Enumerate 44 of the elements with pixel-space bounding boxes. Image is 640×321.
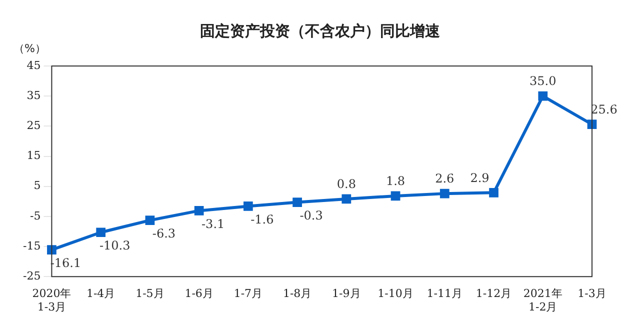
y-tick-label: 5	[34, 179, 41, 192]
x-tick-label: 1-12月	[476, 287, 512, 300]
point	[145, 216, 155, 226]
y-tick-label: -5	[30, 209, 41, 222]
point	[194, 206, 204, 216]
x-tick-label: 1-3月	[578, 287, 606, 300]
point	[292, 198, 302, 207]
point	[440, 188, 450, 198]
y-tick-label: 25	[26, 119, 41, 132]
point	[47, 245, 56, 255]
point	[538, 91, 548, 101]
point	[489, 188, 498, 198]
y-tick-label: -25	[22, 269, 41, 282]
text: 0.8	[336, 177, 356, 192]
x-tick-label: 2021年 1-2月	[523, 287, 562, 314]
chart-title: 固定资产投资（不含农户）同比增速	[200, 22, 440, 40]
x-tick-label: 1-6月	[184, 287, 214, 300]
text: -10.3	[99, 238, 130, 252]
point	[96, 228, 106, 238]
x-tick-label: 1-4月	[86, 287, 116, 300]
y-axis-title: （%）	[13, 42, 46, 55]
x-tick-label: 2020年 1-3月	[32, 287, 72, 314]
x-tick-label: 1-11月	[426, 287, 463, 300]
y-tick-label: 35	[26, 88, 41, 102]
point	[587, 120, 597, 130]
point	[390, 191, 400, 201]
x-tick-label: 1-7月	[234, 287, 263, 300]
text: -1.6	[250, 212, 274, 226]
text: 35.0	[530, 74, 556, 88]
text: -0.3	[300, 208, 323, 222]
text: 2.6	[435, 172, 454, 186]
x-tick-label: 1-5月	[136, 287, 164, 300]
text: 2.9	[470, 170, 490, 185]
text: 1.8	[386, 174, 406, 188]
y-tick-label: 45	[26, 58, 41, 72]
x-tick-label: 1-10月	[378, 287, 414, 300]
y-tick-label: 15	[26, 149, 41, 162]
x-tick-label: 1-9月	[332, 287, 361, 300]
y-tick-label: -15	[22, 239, 41, 252]
text: -6.3	[152, 226, 176, 240]
x-tick-label: 1-8月	[282, 287, 312, 300]
point	[244, 202, 253, 211]
point	[342, 194, 352, 204]
text: -3.1	[201, 216, 225, 231]
